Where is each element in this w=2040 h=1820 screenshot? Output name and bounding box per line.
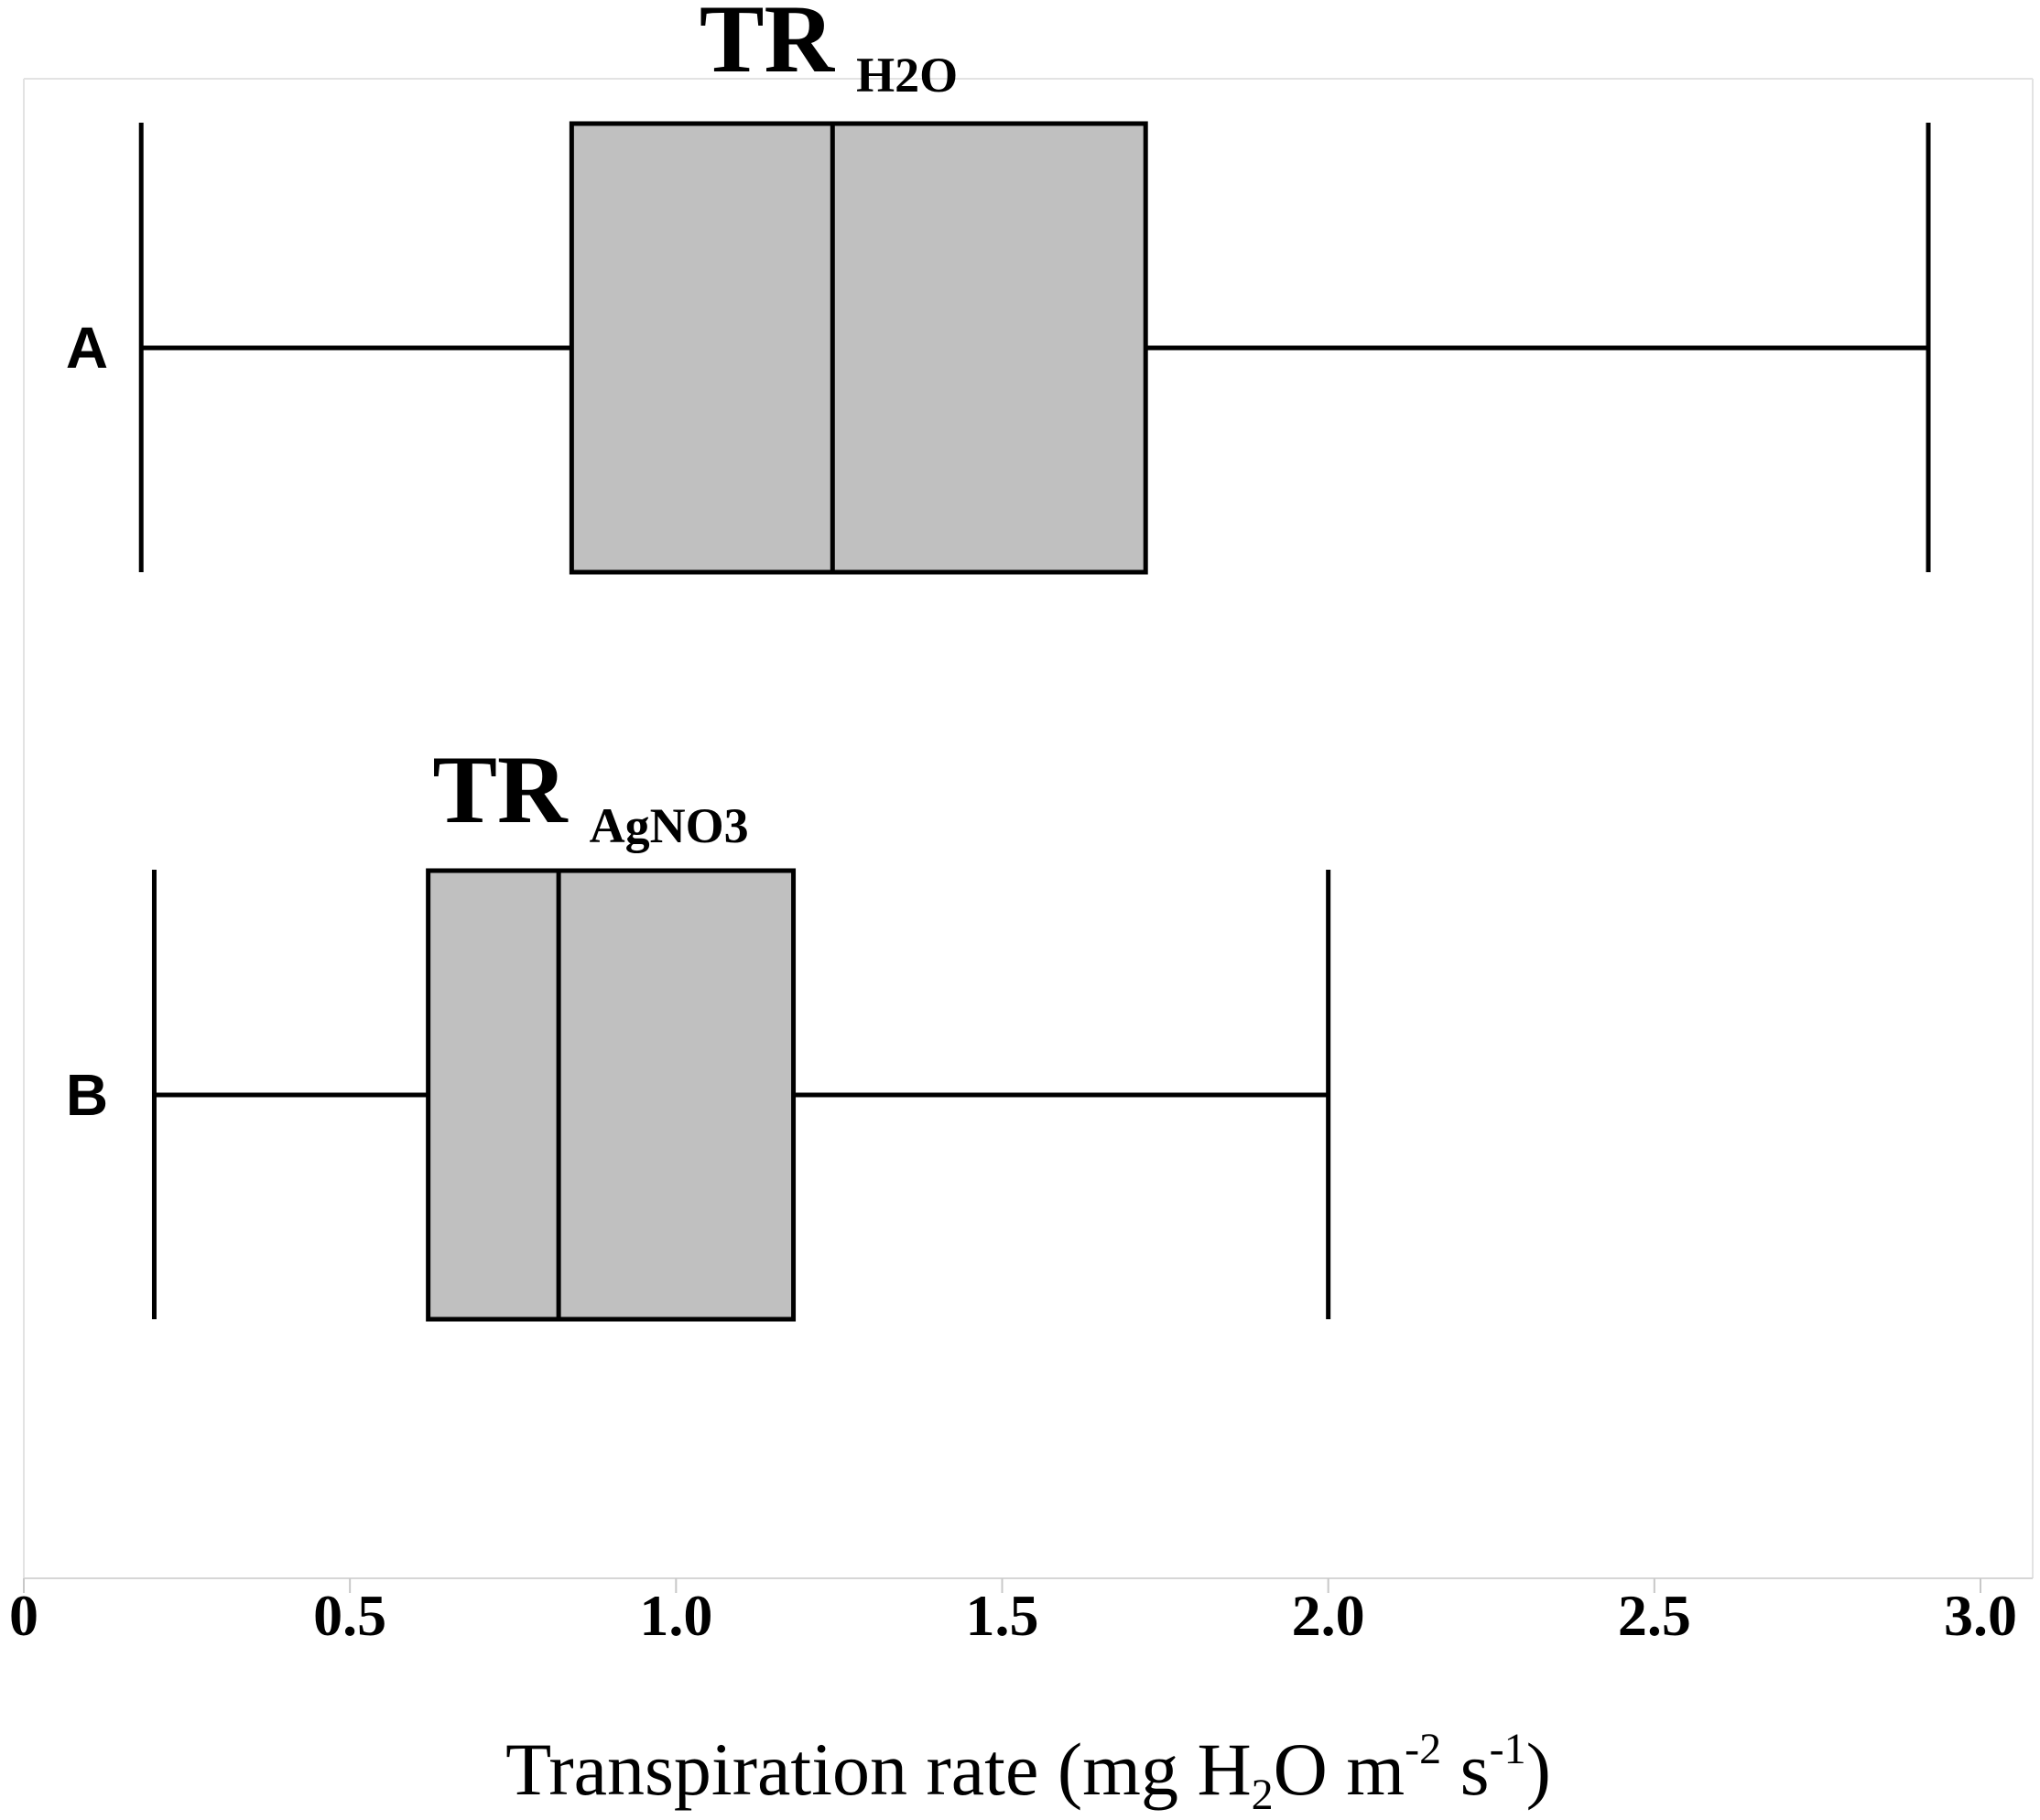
x-axis-label-part: O m <box>1274 1728 1405 1811</box>
series-title-subscript: H2O <box>856 48 958 103</box>
x-tick-label: 2.5 <box>1618 1583 1691 1648</box>
x-axis-label-part: s <box>1441 1728 1489 1811</box>
series-title-main: TR <box>432 736 569 843</box>
group-label: B <box>66 1062 108 1128</box>
x-tick-label: 1.0 <box>639 1583 712 1648</box>
box-group-a: A TR H2O <box>66 0 1931 575</box>
plot-frame <box>23 78 2034 1578</box>
box-series: A TR H2O B TR AgNO3 <box>66 0 1931 1322</box>
x-axis-label-superscript: -1 <box>1490 1725 1526 1773</box>
x-tick-label: 0 <box>9 1583 38 1648</box>
series-title-subscript: AgNO3 <box>590 798 749 853</box>
x-tick-label: 1.5 <box>966 1583 1039 1648</box>
group-label: A <box>66 315 108 381</box>
x-axis-label-part: ) <box>1526 1728 1551 1811</box>
x-tick-label: 2.0 <box>1292 1583 1365 1648</box>
x-tick-label: 0.5 <box>313 1583 386 1648</box>
interquartile-box <box>569 121 1148 575</box>
box-group-b: B TR AgNO3 <box>66 736 1331 1322</box>
x-axis-label-subscript: 2 <box>1252 1771 1274 1819</box>
x-axis-label-superscript: -2 <box>1405 1725 1441 1773</box>
series-title: TR AgNO3 <box>432 736 748 853</box>
x-axis-ticks: 0 0.5 1.0 1.5 2.0 2.5 3.0 <box>9 1578 2017 1648</box>
series-title: TR H2O <box>700 0 958 103</box>
x-axis-label-part: Transpiration rate (mg H <box>505 1728 1252 1811</box>
x-axis-label: Transpiration rate (mg H2O m-2 s-1) <box>505 1725 1551 1819</box>
interquartile-box <box>426 868 797 1322</box>
x-tick-label: 3.0 <box>1944 1583 2017 1648</box>
series-title-main: TR <box>700 0 836 92</box>
